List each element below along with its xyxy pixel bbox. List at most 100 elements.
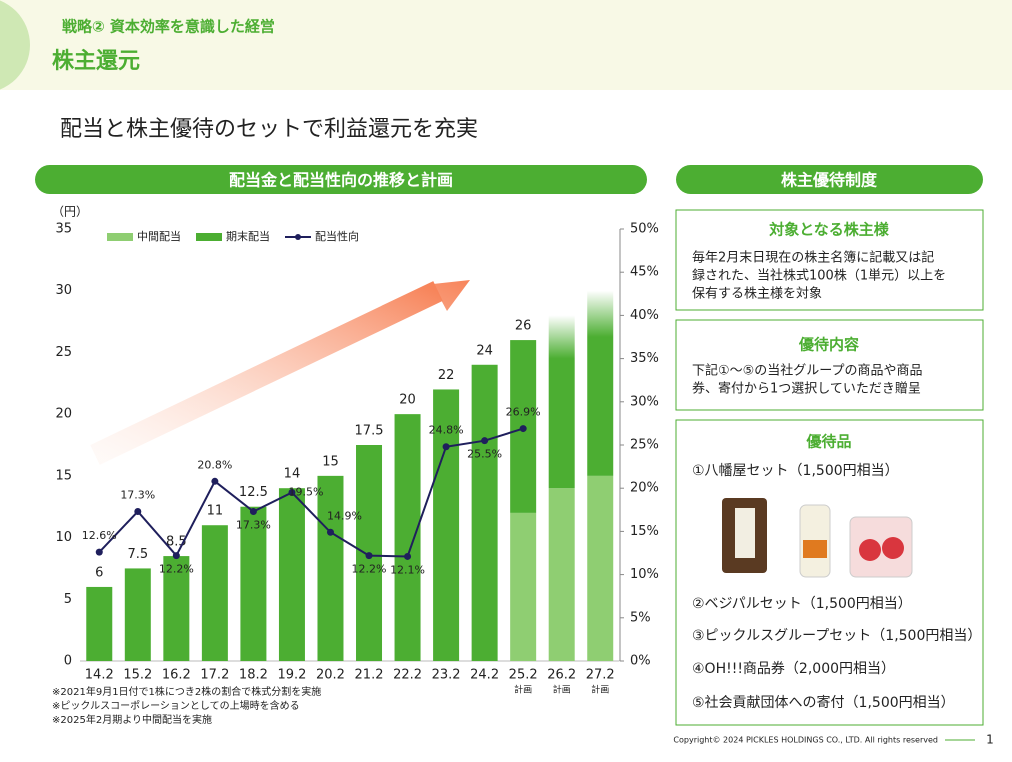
ratio-label: 17.3% (236, 519, 271, 532)
x-tick-label: 22.2 (393, 668, 422, 683)
y2-tick-label: 5% (630, 610, 651, 625)
x-tick-label: 15.2 (123, 668, 152, 683)
total-label: 22 (438, 368, 455, 383)
x-tick-label: 20.2 (316, 668, 345, 683)
product-tray (849, 516, 913, 578)
x-sublabel: 計画 (591, 684, 609, 696)
bar (394, 414, 421, 661)
bar (163, 556, 190, 661)
ratio-point (134, 508, 142, 516)
y2-tick-label: 50% (630, 222, 659, 237)
legend-swatch (107, 233, 133, 241)
note: ※ピックルスコーポレーションとしての上場時を含める (52, 699, 300, 712)
y2-tick-label: 40% (630, 308, 659, 323)
ratio-point (95, 548, 103, 556)
benefit-box (675, 319, 984, 411)
y2-tick-label: 45% (630, 265, 659, 280)
benefit-heading: 優待品 (805, 433, 851, 451)
total-label: 26 (515, 319, 532, 334)
y-tick-label: 30 (55, 283, 72, 298)
x-tick-label: 18.2 (239, 668, 268, 683)
ratio-label: 20.8% (197, 458, 232, 471)
benefit-text: 券、寄付から1つ選択していただき贈呈 (692, 381, 921, 397)
x-tick-label: 23.2 (432, 668, 461, 683)
y2-tick-label: 35% (630, 351, 659, 366)
x-tick-label: 19.2 (277, 668, 306, 683)
bar (548, 488, 575, 661)
y-tick-label: 35 (55, 222, 72, 237)
x-tick-label: 24.2 (470, 668, 499, 683)
ratio-point (481, 437, 489, 445)
product-plum (859, 539, 881, 561)
page-title: 株主還元 (52, 49, 140, 74)
chart-title-pill (35, 165, 647, 194)
bar (201, 525, 228, 661)
bar (510, 512, 537, 661)
headline: 配当と株主優待のセットで利益還元を充実 (60, 117, 478, 142)
ratio-point (288, 489, 296, 497)
bar (587, 290, 614, 476)
x-tick-label: 16.2 (162, 668, 191, 683)
ratio-point (519, 425, 527, 433)
benefit-text: 保有する株主様を対象 (692, 287, 822, 302)
y2-tick-label: 10% (630, 567, 659, 582)
product-label (803, 540, 827, 558)
bar (587, 475, 614, 661)
y-tick-label: 25 (55, 345, 72, 360)
y2-tick-label: 15% (630, 524, 659, 539)
legend-swatch (295, 234, 301, 240)
bar (240, 506, 267, 661)
benefit-text: ③ピックルスグループセット（1,500円相当） (692, 628, 981, 644)
benefit-text: 下記①～⑤の当社グループの商品や商品 (692, 363, 923, 379)
benefits-pill (676, 165, 983, 194)
x-sublabel: 計画 (553, 684, 571, 696)
ratio-label: 24.8% (429, 424, 464, 437)
header-band (0, 0, 1012, 90)
benefit-heading: 対象となる株主様 (768, 221, 890, 239)
growth-arrow-body (90, 281, 443, 465)
ratio-label: 12.2% (352, 563, 387, 576)
benefit-text: ④OH!!!商品券（2,000円相当） (692, 661, 895, 677)
y-axis-label: （円） (52, 205, 88, 219)
y-tick-label: 5 (64, 592, 72, 607)
x-tick-label: 26.2 (547, 668, 576, 683)
x-tick-label: 21.2 (355, 668, 384, 683)
total-label: 11 (207, 504, 224, 519)
ratio-label: 25.5% (467, 448, 502, 461)
benefit-text: ②ベジパルセット（1,500円相当） (692, 596, 912, 612)
ratio-point (172, 552, 180, 560)
page-number: 1 (986, 733, 994, 747)
total-label: 7.5 (127, 547, 148, 562)
x-tick-label: 27.2 (586, 668, 615, 683)
total-label: 20 (399, 393, 416, 408)
y2-tick-label: 0% (630, 654, 651, 669)
total-label: 17.5 (355, 424, 384, 439)
bar (548, 315, 575, 489)
bar (278, 488, 305, 661)
ratio-label: 12.2% (159, 563, 194, 576)
x-tick-label: 17.2 (200, 668, 229, 683)
benefits-title: 株主優待制度 (781, 171, 878, 190)
legend-label: 中間配当 (137, 229, 181, 243)
ratio-label: 12.1% (390, 563, 425, 576)
legend-swatch (196, 233, 222, 241)
bar (124, 568, 151, 661)
ratio-label: 14.9% (327, 509, 362, 522)
product-images (722, 498, 913, 578)
ratio-point (211, 477, 219, 485)
benefit-text: 録された、当社株式100株（1単元）以上を (692, 268, 946, 284)
x-sublabel: 計画 (514, 684, 532, 696)
product-plum (882, 537, 904, 559)
benefit-box (675, 419, 984, 726)
y-tick-label: 20 (55, 407, 72, 422)
y2-tick-label: 25% (630, 438, 659, 453)
y-tick-label: 10 (55, 530, 72, 545)
x-tick-label: 25.2 (509, 668, 538, 683)
bar (471, 364, 498, 661)
header-circle (0, 0, 30, 90)
ratio-label: 17.3% (120, 489, 155, 502)
benefit-text: ⑤社会貢献団体への寄付（1,500円相当） (692, 694, 955, 711)
ratio-point (249, 508, 257, 516)
ratio-point (442, 443, 450, 451)
